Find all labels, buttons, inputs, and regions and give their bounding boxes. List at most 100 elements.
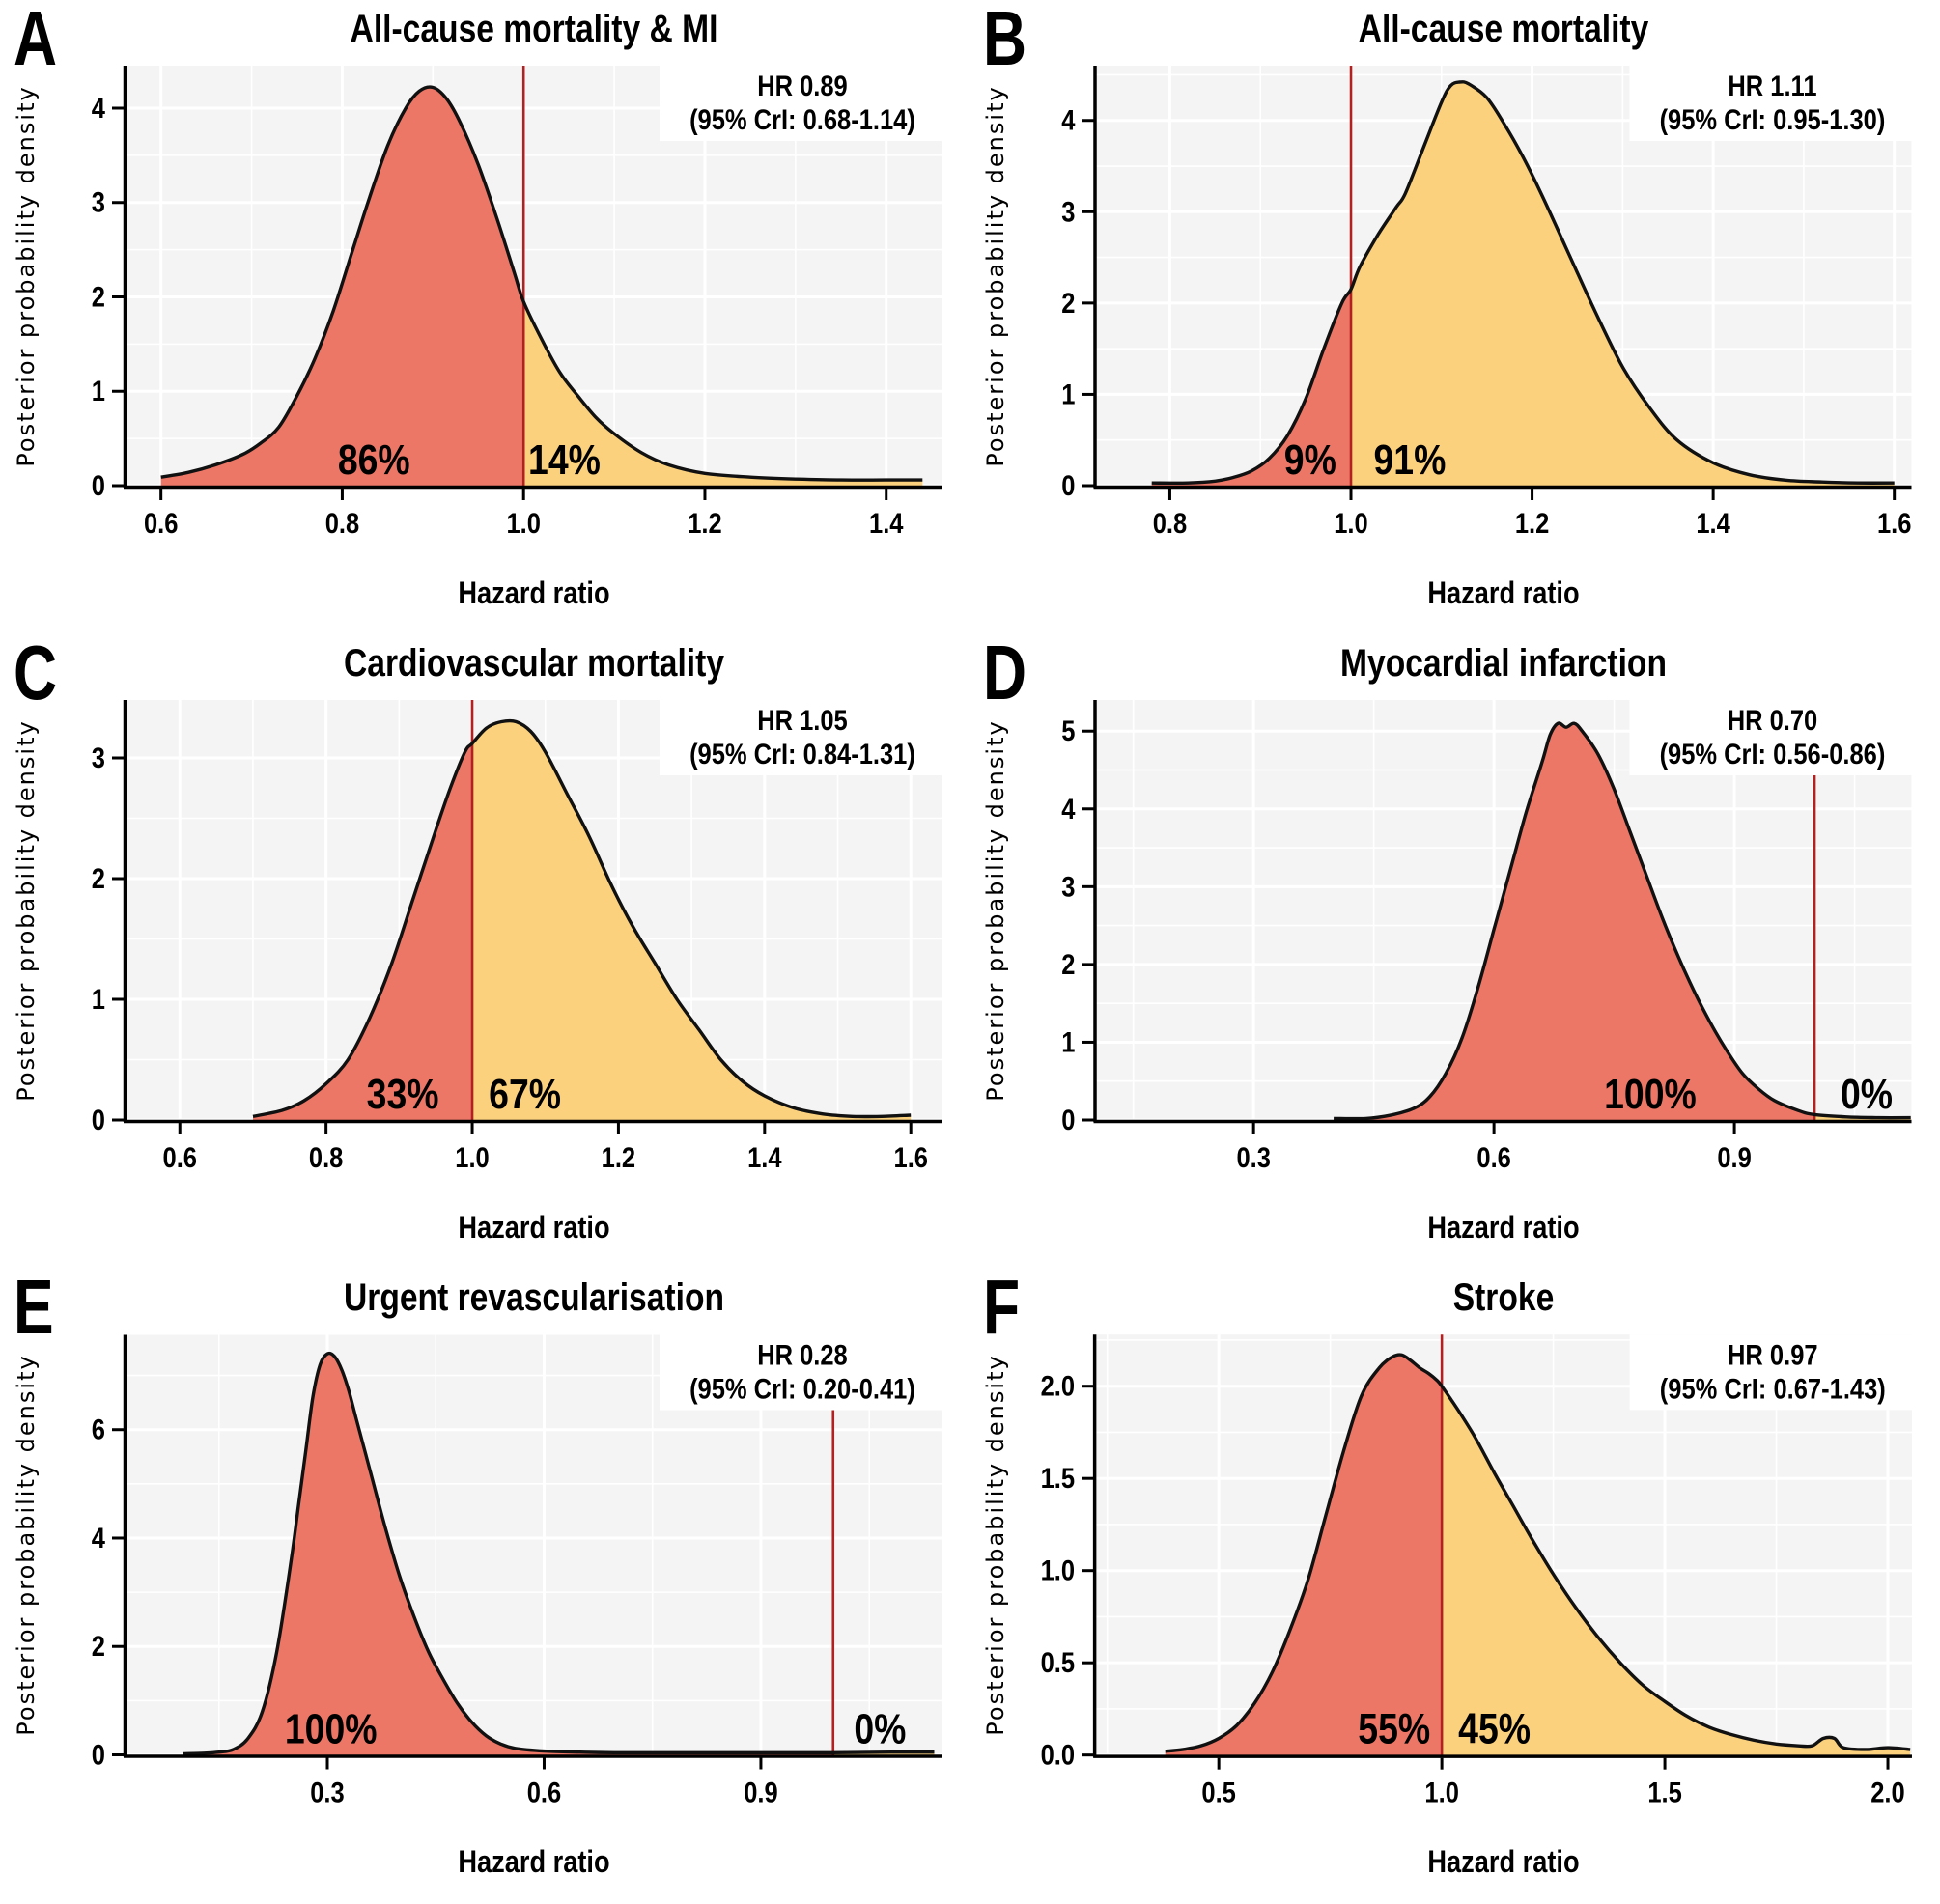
hr-annotation-line2: (95% CrI: 0.95-1.30) bbox=[1660, 103, 1886, 135]
y-tick-label: 1 bbox=[92, 375, 105, 406]
y-tick-label: 0 bbox=[92, 1104, 105, 1135]
y-tick-label: 0 bbox=[92, 469, 105, 501]
hr-annotation-line1: HR 1.11 bbox=[1728, 70, 1816, 101]
density-plot: 0.6 0.8 1.0 1.2 1.4 1.6 0 1 2 3 33% 67% HR 1.05(95% … bbox=[92, 700, 945, 1173]
percent-label-right: 91% bbox=[1374, 435, 1447, 484]
y-tick-label: 1.5 bbox=[1041, 1462, 1075, 1494]
panel-title: All-cause mortality & MI bbox=[350, 8, 718, 50]
density-fill-below-1 bbox=[183, 1353, 833, 1755]
x-tick-label: 0.8 bbox=[1153, 507, 1187, 539]
y-tick-label: 1.0 bbox=[1041, 1554, 1075, 1586]
x-tick-label: 1.4 bbox=[869, 507, 904, 539]
panel-f: F Stroke Posterior probability density 0… bbox=[970, 1269, 1940, 1904]
hr-annotation-box bbox=[660, 700, 945, 775]
x-tick-label: 0.6 bbox=[144, 507, 178, 539]
x-tick-label: 0.8 bbox=[325, 507, 359, 539]
y-tick-label: 4 bbox=[92, 92, 106, 124]
panel-letter: F bbox=[983, 1269, 1021, 1350]
y-tick-label: 0 bbox=[1061, 469, 1075, 501]
y-tick-label: 6 bbox=[92, 1414, 105, 1445]
hr-annotation-box bbox=[1629, 1334, 1916, 1411]
panel-a: A All-cause mortality & MI Posterior pro… bbox=[0, 0, 970, 634]
x-tick-label: 1.6 bbox=[894, 1141, 928, 1173]
y-tick-label: 0.0 bbox=[1041, 1739, 1075, 1771]
x-tick-label: 1.4 bbox=[747, 1141, 782, 1173]
density-curve bbox=[252, 718, 912, 1119]
hr-annotation-line1: HR 0.97 bbox=[1728, 1338, 1818, 1370]
x-axis-label: Hazard ratio bbox=[1427, 1844, 1580, 1879]
density-fill-below-1 bbox=[1151, 289, 1351, 486]
hr-annotation-line2: (95% CrI: 0.20-0.41) bbox=[689, 1373, 915, 1405]
hr-annotation-box bbox=[1629, 700, 1916, 775]
panel-letter: C bbox=[14, 634, 58, 715]
density-curve bbox=[183, 1351, 935, 1756]
x-tick-label: 1.2 bbox=[1515, 507, 1549, 539]
density-fill-above-1 bbox=[1350, 81, 1895, 486]
hr-annotation-line1: HR 0.28 bbox=[757, 1339, 848, 1371]
density-plot: 0.3 0.6 0.9 0 1 2 3 4 5 100% 0% HR 0.70(95% CrI: 0.… bbox=[1061, 700, 1916, 1173]
density-curve bbox=[160, 85, 923, 482]
y-tick-label: 2 bbox=[1061, 287, 1075, 319]
y-tick-label: 1 bbox=[1061, 1025, 1075, 1057]
panel-title: Stroke bbox=[1452, 1276, 1555, 1319]
panel-letter: A bbox=[14, 0, 58, 81]
x-axis-label: Hazard ratio bbox=[458, 1844, 610, 1879]
percent-label-left: 100% bbox=[285, 1705, 378, 1753]
x-tick-label: 0.6 bbox=[1476, 1141, 1510, 1173]
y-tick-label: 4 bbox=[92, 1522, 106, 1554]
density-plot: 0.3 0.6 0.9 0 2 4 6 100% 0% HR 0.28(95% CrI: 0.20… bbox=[92, 1334, 945, 1808]
y-tick-label: 3 bbox=[1061, 195, 1075, 227]
panel-title: Urgent revascularisation bbox=[343, 1276, 725, 1319]
y-tick-label: 4 bbox=[1061, 104, 1076, 136]
panel-b: B All-cause mortality Posterior probabil… bbox=[970, 0, 1940, 634]
percent-label-right: 67% bbox=[489, 1070, 561, 1118]
percent-label-left: 55% bbox=[1358, 1705, 1430, 1753]
x-tick-label: 0.3 bbox=[310, 1777, 344, 1808]
y-tick-label: 2 bbox=[92, 281, 105, 313]
x-tick-label: 0.6 bbox=[163, 1141, 197, 1173]
y-tick-label: 2 bbox=[92, 862, 105, 894]
panel-title: Cardiovascular mortality bbox=[343, 642, 725, 685]
x-tick-label: 1.0 bbox=[1334, 507, 1367, 539]
panel-title: Myocardial infarction bbox=[1340, 642, 1667, 685]
y-tick-label: 2 bbox=[92, 1630, 105, 1662]
y-tick-label: 3 bbox=[92, 186, 105, 218]
x-tick-label: 1.2 bbox=[602, 1141, 635, 1173]
y-tick-label: 5 bbox=[1061, 714, 1075, 746]
panel-d: D Myocardial infarction Posterior probab… bbox=[970, 634, 1940, 1269]
panel-title: All-cause mortality bbox=[1358, 8, 1649, 50]
x-tick-label: 0.5 bbox=[1201, 1777, 1235, 1808]
panel-letter: B bbox=[983, 0, 1027, 81]
y-tick-label: 3 bbox=[1061, 870, 1075, 902]
y-tick-label: 3 bbox=[92, 742, 105, 773]
x-tick-label: 0.8 bbox=[309, 1141, 343, 1173]
hr-annotation-line1: HR 0.89 bbox=[757, 70, 848, 101]
x-tick-label: 1.0 bbox=[455, 1141, 489, 1173]
x-axis-label: Hazard ratio bbox=[1427, 575, 1580, 610]
percent-label-right: 45% bbox=[1458, 1705, 1531, 1753]
y-tick-label: 2.0 bbox=[1041, 1370, 1075, 1402]
panel-letter: E bbox=[14, 1269, 54, 1350]
hr-annotation-line2: (95% CrI: 0.68-1.14) bbox=[689, 103, 915, 135]
percent-label-right: 14% bbox=[528, 435, 601, 484]
x-tick-label: 1.4 bbox=[1696, 507, 1730, 539]
y-tick-label: 2 bbox=[1061, 948, 1075, 980]
density-fill-below-1 bbox=[1334, 722, 1815, 1120]
percent-label-left: 9% bbox=[1284, 435, 1336, 484]
x-tick-label: 1.0 bbox=[506, 507, 540, 539]
x-tick-label: 1.0 bbox=[1424, 1777, 1458, 1808]
density-plot: 0.8 1.0 1.2 1.4 1.6 0 1 2 3 4 9% 91% HR 1.11(95% CrI… bbox=[1061, 66, 1916, 539]
x-tick-label: 0.9 bbox=[1717, 1141, 1751, 1173]
percent-label-left: 33% bbox=[367, 1070, 439, 1118]
density-curve bbox=[1151, 80, 1895, 486]
y-tick-label: 4 bbox=[1061, 793, 1076, 825]
x-tick-label: 1.5 bbox=[1647, 1777, 1681, 1808]
density-fill-above-1 bbox=[1441, 1385, 1911, 1755]
density-fill-above-1 bbox=[521, 298, 923, 486]
density-curve bbox=[1334, 721, 1911, 1121]
hr-annotation-line1: HR 0.70 bbox=[1728, 704, 1818, 736]
percent-label-right: 0% bbox=[1841, 1070, 1893, 1118]
x-axis-label: Hazard ratio bbox=[458, 1210, 610, 1245]
y-tick-label: 0.5 bbox=[1041, 1646, 1075, 1678]
